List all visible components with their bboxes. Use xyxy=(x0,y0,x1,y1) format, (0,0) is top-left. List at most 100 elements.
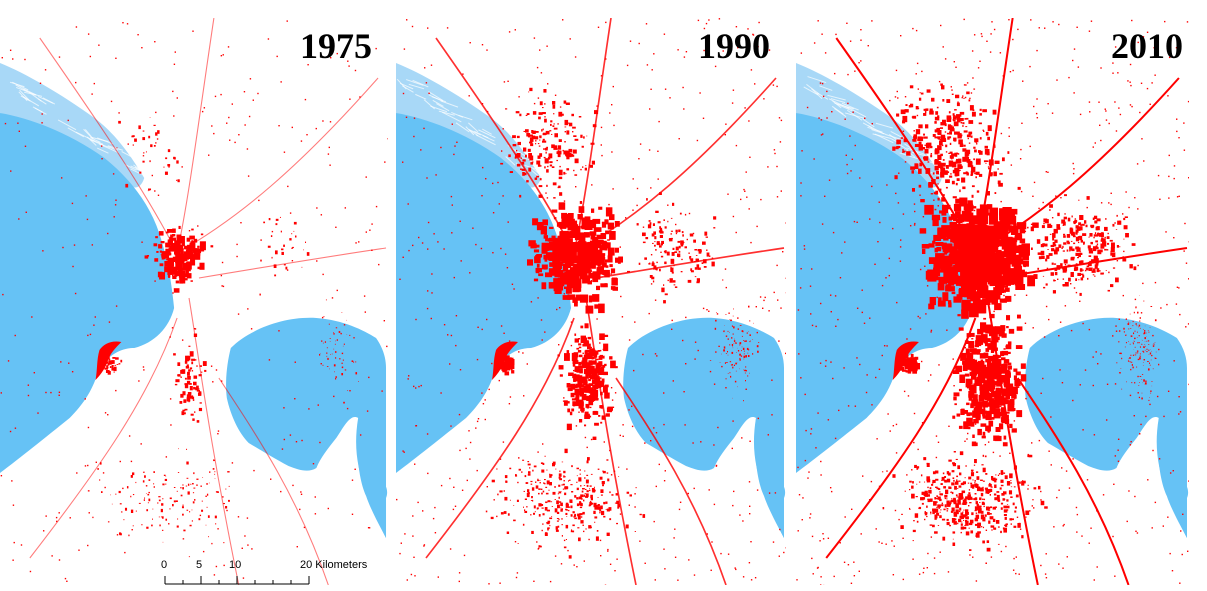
wetland-streak xyxy=(18,91,28,102)
map-layers xyxy=(396,18,786,585)
road xyxy=(974,18,1014,254)
wetland-streak xyxy=(412,79,429,88)
road xyxy=(1016,377,1130,585)
year-label-2010: 2010 xyxy=(1111,26,1183,66)
road xyxy=(29,317,178,559)
wetland-streak xyxy=(15,84,28,93)
wetland-streak xyxy=(841,102,859,111)
wetland-streak xyxy=(97,137,114,145)
laguna-lake-arm xyxy=(357,418,388,538)
laguna-lake xyxy=(226,317,387,538)
road xyxy=(198,247,387,279)
road xyxy=(218,377,329,585)
wetland-streak xyxy=(37,95,54,104)
road xyxy=(435,37,575,254)
laguna-lake xyxy=(1024,317,1187,538)
map-panel-1975: 1975 xyxy=(0,18,388,585)
wetland-streak xyxy=(441,111,462,123)
wetland-streak xyxy=(846,106,867,118)
wetland-streak xyxy=(816,92,829,100)
cavite-peninsula xyxy=(492,341,518,380)
wetland-streak xyxy=(827,94,846,101)
manila-bay xyxy=(0,113,175,473)
road-network xyxy=(425,18,785,585)
wetland-streak xyxy=(505,156,516,166)
wetland-streak xyxy=(90,137,101,143)
year-label-1975: 1975 xyxy=(300,26,372,66)
wetland-streak xyxy=(482,135,495,142)
wetland-streak xyxy=(532,167,544,178)
urban-extent xyxy=(0,20,388,582)
road xyxy=(997,247,1188,279)
wetland-streak xyxy=(415,93,427,100)
wetland-streak xyxy=(9,81,25,88)
scale-tick-20: 20 Kilometers xyxy=(300,559,368,571)
road xyxy=(825,317,977,559)
scale-tick-5: 5 xyxy=(196,559,203,571)
wetland-streak xyxy=(538,168,554,179)
wetland-streak xyxy=(478,129,496,139)
wetland-area xyxy=(0,63,145,188)
road xyxy=(615,377,727,585)
wetland-streak xyxy=(830,98,846,104)
map-1975 xyxy=(0,18,388,585)
manila-bay xyxy=(396,113,571,473)
wetland-streak xyxy=(57,119,77,131)
wetland-streak xyxy=(807,76,827,84)
wetland-streak xyxy=(91,139,104,145)
wetland-streak xyxy=(831,105,844,115)
map-1990 xyxy=(396,18,786,585)
laguna-lake-arm xyxy=(755,418,786,538)
wetland-streak xyxy=(83,128,93,139)
urban-extent xyxy=(396,18,786,585)
year-label-1990: 1990 xyxy=(698,26,770,66)
road xyxy=(188,297,240,585)
map-panel-1990: 1990 xyxy=(396,18,786,585)
scale-tick-10: 10 xyxy=(229,559,242,571)
wetland-streak xyxy=(476,134,496,146)
road xyxy=(573,77,777,254)
wetland-streak xyxy=(836,103,855,110)
wetland-streak xyxy=(885,133,902,140)
wetland-streak xyxy=(862,118,875,128)
wetland-streak xyxy=(811,88,823,99)
road-network xyxy=(825,18,1188,585)
scale-bar-ruler xyxy=(164,576,310,585)
wetland-streak xyxy=(67,127,85,138)
scale-bar: 0 5 10 20 Kilometers xyxy=(158,560,388,590)
wetland-streak xyxy=(440,100,459,108)
laguna-lake xyxy=(623,317,784,538)
laguna-lake-arm xyxy=(1157,418,1189,538)
wetland-streak xyxy=(875,122,893,129)
wetland-streak xyxy=(898,143,909,151)
wetland-streak xyxy=(408,83,425,90)
wetland-streak xyxy=(121,151,133,158)
wetland-streak xyxy=(939,177,949,188)
wetland-streak xyxy=(140,169,156,176)
map-panel-2010: 2010 xyxy=(796,18,1189,585)
manila-bay xyxy=(796,113,973,473)
road xyxy=(176,77,379,254)
road xyxy=(986,297,1039,585)
wetland-streak xyxy=(140,166,154,173)
wetland-streak xyxy=(531,169,542,180)
wetland-streak xyxy=(455,122,470,133)
wetland-streak xyxy=(432,99,444,107)
urban-extent xyxy=(796,18,1189,585)
wetland-streak xyxy=(469,129,479,137)
wetland-streak xyxy=(874,133,894,144)
wetland-streak xyxy=(899,152,919,160)
wetland-streak xyxy=(84,129,94,140)
wetland-streak xyxy=(396,78,407,90)
wetland-streak xyxy=(96,147,109,154)
wetland-area xyxy=(796,63,943,188)
wetland-streak xyxy=(124,164,137,171)
road-network xyxy=(29,18,387,585)
wetland-streak xyxy=(436,103,450,112)
road xyxy=(595,247,785,279)
wetland-streak xyxy=(423,99,436,110)
wetland-streak xyxy=(34,107,47,115)
map-layers xyxy=(0,18,388,585)
wetland-streak xyxy=(133,164,143,172)
road xyxy=(176,18,215,254)
